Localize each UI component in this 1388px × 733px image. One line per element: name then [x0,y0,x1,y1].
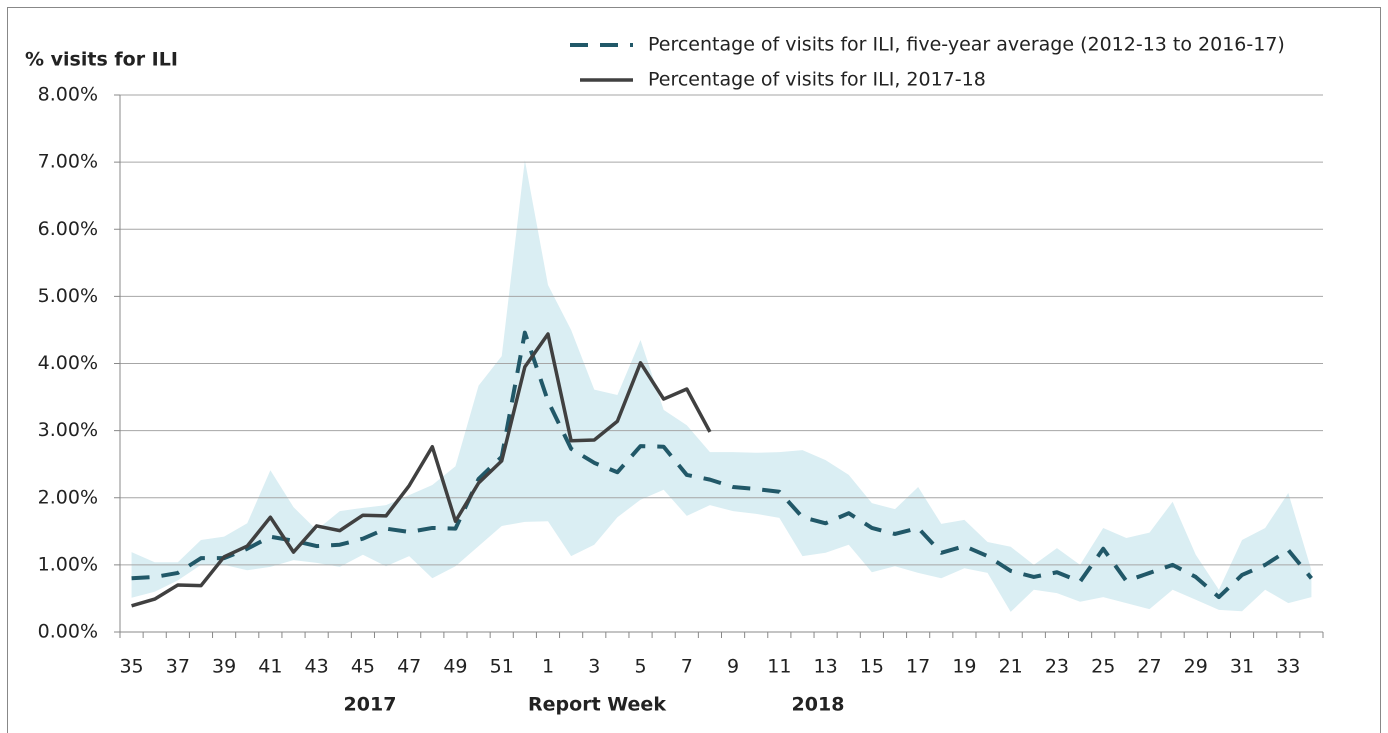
frame [7,7,1381,733]
x-tick-label: 9 [727,656,739,678]
legend-label: Percentage of visits for ILI, five-year … [648,34,1285,56]
x-tick-label: 23 [1045,656,1069,678]
x-tick-label: 35 [119,656,143,678]
x-tick-label: 43 [305,656,329,678]
x-group-label: 2017 [344,694,397,716]
y-tick-label: 2.00% [38,486,98,508]
x-tick-label: 49 [443,656,467,678]
y-axis-label: % visits for ILI [25,49,178,71]
x-tick-label: 29 [1184,656,1208,678]
legend-label: Percentage of visits for ILI, 2017-18 [648,69,986,91]
x-tick-label: 5 [634,656,646,678]
x-tick-label: 3 [588,656,600,678]
x-tick-label: 51 [490,656,514,678]
x-tick-label: 41 [258,656,282,678]
x-tick-label: 1 [542,656,554,678]
x-tick-label: 21 [999,656,1023,678]
x-tick-label: 19 [952,656,976,678]
x-tick-label: 13 [814,656,838,678]
x-tick-label: 25 [1091,656,1115,678]
y-tick-label: 4.00% [38,352,98,374]
x-tick-label: 31 [1230,656,1254,678]
y-tick-label: 1.00% [38,553,98,575]
x-tick-label: 15 [860,656,884,678]
y-tick-label: 5.00% [38,285,98,307]
x-tick-label: 17 [906,656,930,678]
range-band [131,160,1312,612]
x-tick-label: 37 [166,656,190,678]
x-axis-label: Report Week [528,694,666,716]
y-tick-label: 7.00% [38,151,98,173]
series-line [131,332,712,608]
y-tick-label: 8.00% [38,84,98,106]
x-tick-label: 45 [351,656,375,678]
x-tick-label: 39 [212,656,236,678]
y-tick-label: 6.00% [38,218,98,240]
x-tick-label: 47 [397,656,421,678]
x-tick-label: 11 [767,656,791,678]
y-tick-label: 0.00% [38,621,98,643]
x-tick-label: 27 [1137,656,1161,678]
y-tick-label: 3.00% [38,419,98,441]
x-tick-label: 7 [681,656,693,678]
x-group-label: 2018 [792,694,845,716]
x-tick-label: 33 [1276,656,1300,678]
